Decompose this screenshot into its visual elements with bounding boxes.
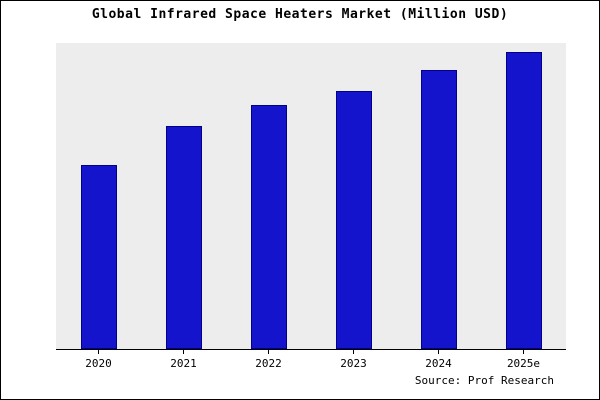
x-tick-2024: 2024	[419, 350, 459, 370]
bar-2021	[165, 126, 202, 349]
x-tick-2023: 2023	[334, 350, 374, 370]
tick-mark	[98, 350, 99, 354]
bar-2024	[420, 69, 457, 349]
tick-mark	[183, 350, 184, 354]
tick-mark	[268, 350, 269, 354]
x-tick-label: 2021	[170, 357, 197, 370]
x-tick-label: 2023	[340, 357, 367, 370]
tick-mark	[438, 350, 439, 354]
x-tick-2021: 2021	[164, 350, 204, 370]
x-tick-2022: 2022	[249, 350, 289, 370]
plot-area	[56, 43, 566, 350]
bar-2025e	[505, 51, 542, 349]
x-axis-labels: 2020 2021 2022 2023 2024 2025e	[56, 350, 566, 370]
x-tick-label: 2020	[85, 357, 112, 370]
tick-mark	[523, 350, 524, 354]
x-tick-label: 2025e	[506, 357, 541, 370]
x-tick-2020: 2020	[79, 350, 119, 370]
x-tick-2025e: 2025e	[504, 350, 544, 370]
tick-mark	[353, 350, 354, 354]
bars-container	[56, 43, 566, 349]
chart-title: Global Infrared Space Heaters Market (Mi…	[91, 7, 509, 22]
x-tick-label: 2022	[255, 357, 282, 370]
bar-2020	[80, 164, 117, 349]
bar-2023	[335, 90, 372, 349]
bar-2022	[250, 105, 287, 349]
x-tick-label: 2024	[425, 357, 452, 370]
source-text: Source: Prof Research	[414, 374, 554, 387]
